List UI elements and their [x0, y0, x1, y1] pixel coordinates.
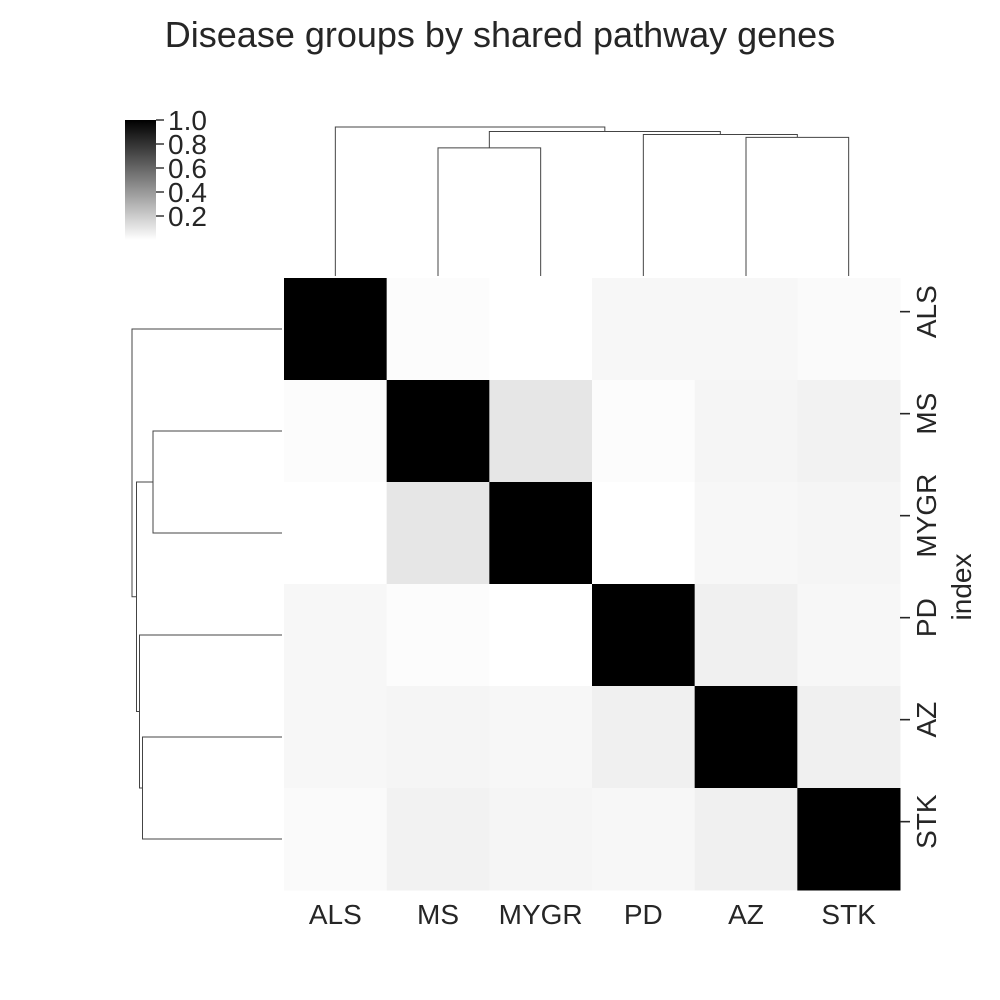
- col-dendrogram-link: [642, 133, 798, 276]
- heatmap-cell: [284, 278, 388, 381]
- y-tick-label: STK: [911, 794, 942, 849]
- row-dendrogram: [131, 328, 282, 840]
- x-tick-label: STK: [821, 899, 876, 930]
- heatmap-cell: [284, 686, 388, 789]
- heatmap-cell: [489, 278, 593, 381]
- heatmap-cell: [489, 584, 593, 687]
- heatmap-grid: [284, 278, 901, 891]
- colorbar-tick-label: 0.8: [168, 129, 207, 160]
- y-axis-ticks: ALS MS MYGR PD AZ STK: [900, 285, 942, 849]
- heatmap-cell: [694, 584, 798, 687]
- x-tick-label: PD: [624, 899, 663, 930]
- row-dendrogram-link: [139, 634, 282, 789]
- heatmap-cell: [284, 584, 388, 687]
- heatmap-cell: [592, 788, 696, 891]
- heatmap-cell: [797, 584, 901, 687]
- heatmap-cell: [284, 788, 388, 891]
- row-dendrogram-link: [152, 430, 282, 534]
- col-dendrogram-link: [488, 130, 721, 148]
- colorbar: 0.20.40.60.81.0: [125, 105, 207, 240]
- heatmap-cell: [489, 686, 593, 789]
- colorbar-tick-label: 0.4: [168, 177, 207, 208]
- heatmap-cell: [386, 686, 490, 789]
- heatmap-cell: [386, 584, 490, 687]
- heatmap-cell: [694, 788, 798, 891]
- col-dendrogram-link: [437, 147, 542, 276]
- y-tick-label: ALS: [911, 285, 942, 338]
- y-tick-label: AZ: [911, 702, 942, 738]
- row-dendrogram-link: [136, 481, 153, 712]
- row-dendrogram-link: [142, 736, 282, 840]
- chart-title: Disease groups by shared pathway genes: [165, 14, 835, 55]
- x-tick-label: AZ: [728, 899, 764, 930]
- col-dendrogram-link: [334, 126, 606, 276]
- heatmap-cell: [797, 278, 901, 381]
- column-dendrogram: [334, 126, 850, 276]
- heatmap-cell: [386, 278, 490, 381]
- heatmap-cell: [386, 788, 490, 891]
- heatmap-cell: [592, 482, 696, 585]
- x-axis-tick-labels: ALS MS MYGR PD AZ STK: [309, 899, 876, 930]
- heatmap-cell: [694, 482, 798, 585]
- colorbar-tick-label: 0.6: [168, 153, 207, 184]
- heatmap-cell: [489, 482, 593, 585]
- y-tick-label: PD: [911, 598, 942, 637]
- heatmap-cell: [797, 380, 901, 483]
- heatmap-cell: [489, 788, 593, 891]
- y-tick-label: MS: [911, 393, 942, 435]
- y-axis-label: index: [946, 554, 977, 621]
- heatmap-cell: [694, 686, 798, 789]
- heatmap-cell: [386, 482, 490, 585]
- x-tick-label: ALS: [309, 899, 362, 930]
- colorbar-tick-label: 1.0: [168, 105, 207, 136]
- heatmap-cell: [797, 482, 901, 585]
- heatmap-cell: [592, 584, 696, 687]
- x-tick-label: MS: [417, 899, 459, 930]
- heatmap-cell: [592, 686, 696, 789]
- colorbar-tick-label: 0.2: [168, 201, 207, 232]
- heatmap-cell: [694, 380, 798, 483]
- heatmap-cell: [284, 380, 388, 483]
- x-tick-label: MYGR: [499, 899, 583, 930]
- heatmap-cell: [284, 482, 388, 585]
- col-dendrogram-link: [745, 136, 850, 276]
- heatmap-cell: [386, 380, 490, 483]
- row-dendrogram-link: [131, 328, 282, 598]
- heatmap-cell: [797, 686, 901, 789]
- heatmap-cell: [592, 278, 696, 381]
- heatmap-cell: [592, 380, 696, 483]
- heatmap-cell: [694, 278, 798, 381]
- y-tick-label: MYGR: [911, 474, 942, 558]
- heatmap-cell: [489, 380, 593, 483]
- heatmap-cell: [797, 788, 901, 891]
- colorbar-gradient: [125, 120, 156, 240]
